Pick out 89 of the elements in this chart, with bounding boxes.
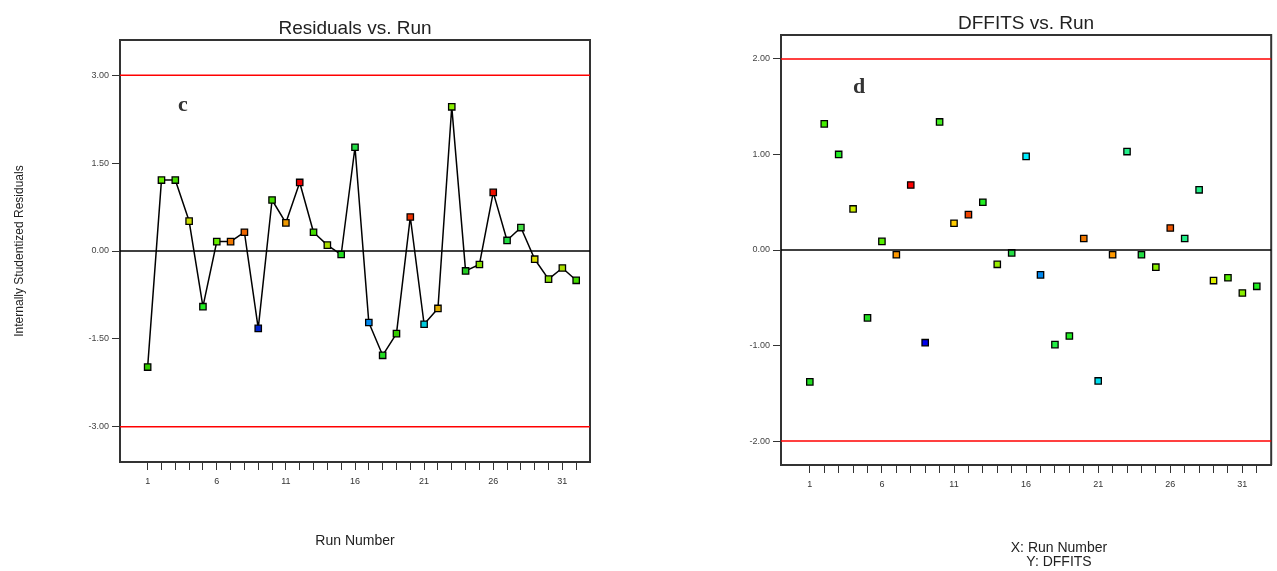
point bbox=[420, 320, 428, 329]
x-tick-label: 26 bbox=[488, 475, 499, 486]
point bbox=[434, 304, 442, 313]
point bbox=[935, 118, 944, 126]
point bbox=[558, 264, 567, 272]
y-tick-label: -1.00 bbox=[749, 340, 770, 351]
point bbox=[1065, 332, 1074, 340]
y-tick-label: 3.00 bbox=[91, 69, 109, 80]
point bbox=[1079, 234, 1088, 243]
x-axis-title: X: Run Number bbox=[1010, 538, 1108, 555]
point bbox=[530, 255, 539, 264]
point bbox=[950, 219, 958, 228]
x-tick-label: 16 bbox=[1021, 478, 1032, 489]
point bbox=[447, 102, 456, 111]
point bbox=[364, 318, 373, 327]
point bbox=[906, 181, 915, 189]
point bbox=[1224, 273, 1232, 282]
x-tick-label: 1 bbox=[807, 478, 813, 489]
point bbox=[1022, 152, 1030, 161]
point bbox=[979, 198, 987, 207]
point bbox=[1137, 250, 1146, 259]
chart-title: Residuals vs. Run bbox=[278, 16, 432, 38]
point bbox=[1123, 147, 1131, 156]
x-axis-title: Run Number bbox=[315, 531, 396, 548]
x-tick-label: 1 bbox=[145, 475, 151, 486]
x-tick-label: 16 bbox=[349, 475, 361, 486]
point bbox=[323, 241, 332, 249]
point bbox=[171, 176, 180, 184]
point bbox=[1166, 224, 1175, 232]
point bbox=[309, 228, 318, 237]
point bbox=[820, 120, 829, 128]
point bbox=[378, 351, 387, 360]
y-tick-label: 1.00 bbox=[752, 148, 770, 159]
y-tick-label: -1.50 bbox=[88, 333, 109, 344]
x-tick-label: 31 bbox=[557, 475, 568, 486]
annotation: c bbox=[178, 90, 188, 116]
point bbox=[351, 143, 359, 152]
point bbox=[806, 378, 814, 386]
y-tick-label: 0.00 bbox=[752, 244, 770, 255]
x-tick-label: 11 bbox=[949, 478, 959, 489]
point bbox=[1252, 282, 1261, 291]
point bbox=[1094, 377, 1103, 385]
point bbox=[544, 275, 553, 283]
point bbox=[921, 338, 930, 347]
point bbox=[1108, 250, 1117, 259]
point bbox=[1238, 289, 1247, 297]
point bbox=[1036, 271, 1045, 279]
point bbox=[1152, 263, 1160, 272]
annotation: d bbox=[853, 72, 866, 98]
y-tick-label: 2.00 bbox=[752, 53, 770, 64]
point bbox=[863, 314, 872, 322]
x-tick-label: 26 bbox=[1165, 478, 1176, 489]
point bbox=[212, 237, 221, 246]
point bbox=[185, 217, 193, 225]
point bbox=[892, 250, 901, 259]
point bbox=[878, 237, 886, 246]
y-tick-label: 0.00 bbox=[91, 245, 109, 256]
x-tick-label: 6 bbox=[879, 478, 885, 489]
point bbox=[834, 150, 843, 159]
point bbox=[1180, 234, 1189, 243]
chart-title: DFFITS vs. Run bbox=[958, 11, 1095, 33]
point bbox=[1195, 185, 1203, 194]
y-tick-label: 1.50 bbox=[91, 157, 109, 168]
point bbox=[849, 205, 857, 213]
x-tick-label: 21 bbox=[419, 475, 430, 486]
x-tick-label: 31 bbox=[1237, 478, 1248, 489]
y-axis-title: Internally Studentized Residuals bbox=[12, 165, 27, 337]
x-tick-label: 21 bbox=[1093, 478, 1104, 489]
y-tick-label: -2.00 bbox=[749, 435, 770, 446]
point bbox=[517, 223, 525, 232]
point bbox=[489, 188, 498, 197]
x-tick-label: 11 bbox=[281, 475, 291, 486]
point bbox=[572, 276, 581, 285]
point bbox=[157, 176, 166, 184]
point bbox=[1051, 340, 1059, 349]
point bbox=[406, 213, 415, 221]
point bbox=[199, 302, 207, 311]
point bbox=[461, 267, 470, 275]
point bbox=[295, 178, 304, 187]
y-tick-label: -3.00 bbox=[88, 421, 109, 432]
point bbox=[282, 219, 290, 227]
point bbox=[993, 260, 1002, 269]
point bbox=[268, 196, 276, 204]
x-tick-label: 6 bbox=[214, 475, 220, 486]
point bbox=[254, 324, 263, 333]
text: Y: DFFITS bbox=[1026, 552, 1092, 569]
point bbox=[143, 363, 152, 371]
point bbox=[240, 228, 249, 237]
point bbox=[503, 236, 511, 245]
